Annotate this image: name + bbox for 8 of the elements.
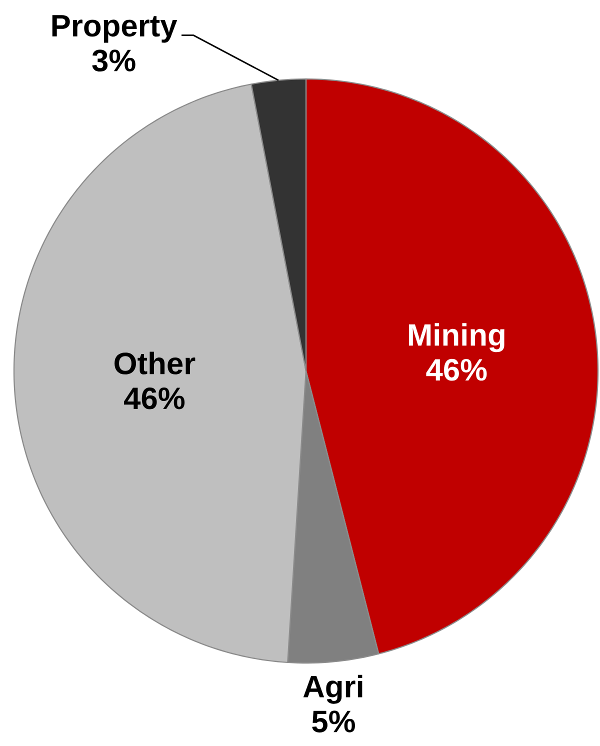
slice-label: Other	[114, 352, 196, 374]
slice-label: Agri	[303, 674, 362, 704]
data-label: 3%	[92, 50, 136, 72]
data-label: 46%	[426, 358, 487, 381]
slice-label: Mining	[408, 323, 504, 352]
data-label: 46%	[124, 387, 185, 410]
data-label: 5%	[312, 710, 355, 732]
slice-label: Property	[52, 15, 178, 43]
